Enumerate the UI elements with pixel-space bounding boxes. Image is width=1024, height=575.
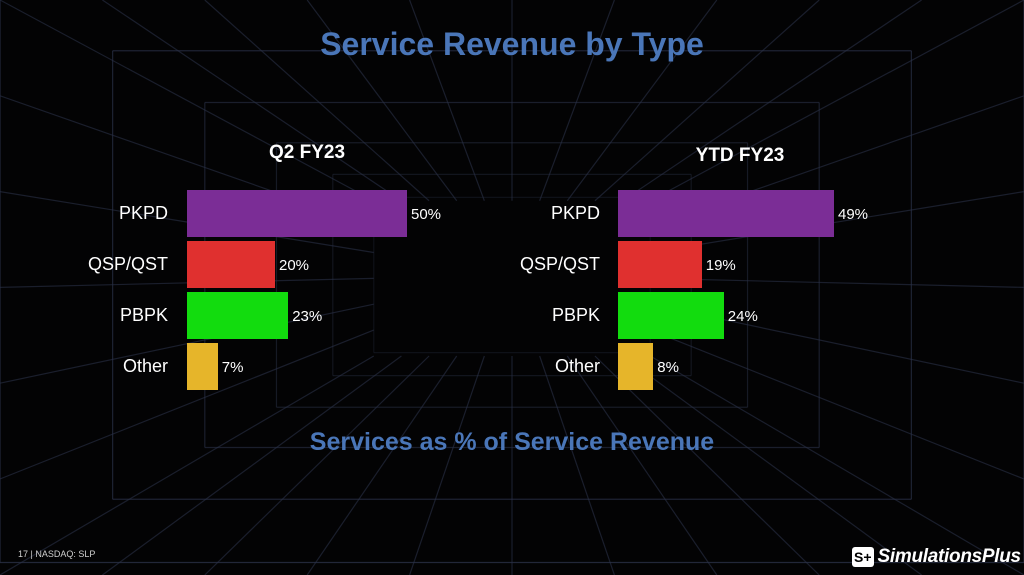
footer-page-info: 17 | NASDAQ: SLP (18, 549, 96, 559)
data-label: 23% (292, 308, 323, 325)
category-label: Other (554, 356, 600, 376)
category-label: PKPD (550, 203, 600, 223)
data-label: 24% (727, 308, 758, 325)
chart-title: Q2 FY23 (268, 142, 346, 163)
logo-text: SimulationsPlus (877, 546, 1022, 567)
company-logo: S+ SimulationsPlus (852, 545, 1021, 569)
bar (618, 343, 654, 390)
bar (187, 292, 289, 339)
data-label: 50% (411, 206, 442, 223)
data-label: 7% (221, 359, 244, 376)
category-label: PKPD (118, 203, 168, 223)
bar (618, 241, 702, 288)
slide-title: Service Revenue by Type (320, 26, 704, 62)
bar (618, 292, 724, 339)
category-label: PBPK (551, 305, 600, 325)
bar (187, 343, 218, 390)
data-label: 8% (657, 359, 679, 376)
bar (618, 190, 834, 237)
chart-subtitle: Services as % of Service Revenue (309, 428, 715, 456)
category-label: QSP/QST (519, 254, 600, 274)
category-label: Other (122, 356, 168, 376)
bar (187, 241, 275, 288)
chart-title: YTD FY23 (695, 145, 785, 166)
category-label: QSP/QST (87, 254, 168, 274)
data-label: 49% (838, 206, 869, 223)
category-label: PBPK (119, 305, 168, 325)
data-label: 20% (279, 257, 310, 274)
bar (187, 190, 407, 237)
logo-mark-icon: S+ (852, 547, 874, 567)
data-label: 19% (705, 257, 736, 274)
